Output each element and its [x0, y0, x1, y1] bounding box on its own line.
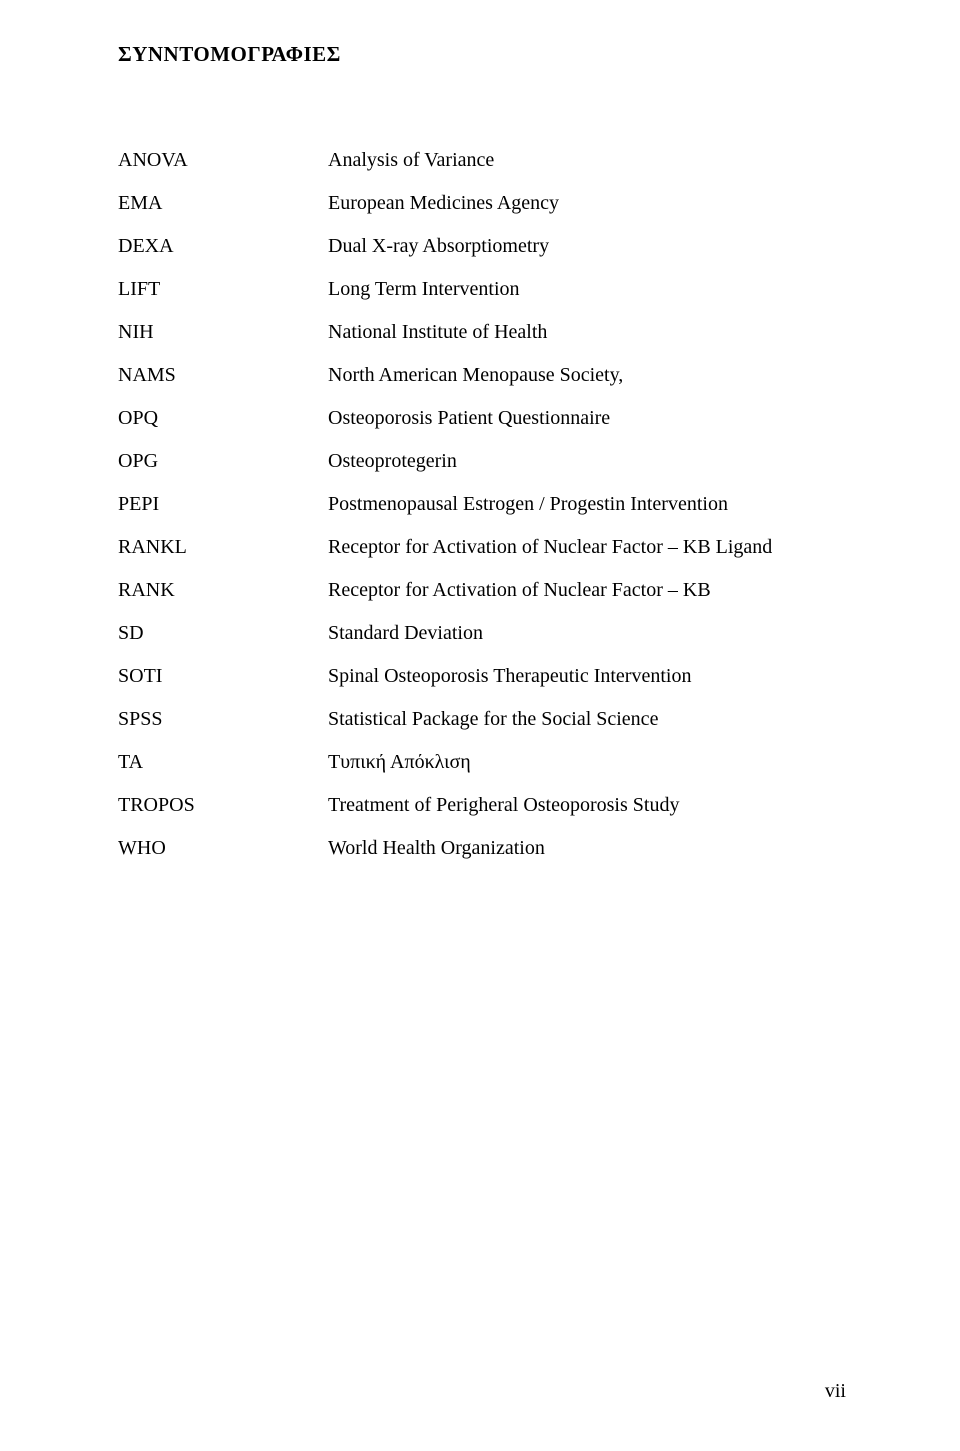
list-item: SPSSStatistical Package for the Social S… — [118, 708, 850, 731]
abbreviation: TROPOS — [118, 794, 328, 817]
list-item: NIHNational Institute of Health — [118, 321, 850, 344]
definition: European Medicines Agency — [328, 192, 559, 215]
definition: Postmenopausal Estrogen / Progestin Inte… — [328, 493, 728, 516]
page-number: vii — [825, 1380, 846, 1403]
list-item: ΤΑΤυπική Απόκλιση — [118, 751, 850, 774]
list-item: TROPOSTreatment of Perigheral Osteoporos… — [118, 794, 850, 817]
abbreviation: RANKL — [118, 536, 328, 559]
abbreviation: SPSS — [118, 708, 328, 731]
definition: North American Menopause Society, — [328, 364, 623, 387]
list-item: RANKLReceptor for Activation of Nuclear … — [118, 536, 850, 559]
list-item: LIFTLong Term Intervention — [118, 278, 850, 301]
list-item: ANOVAAnalysis of Variance — [118, 149, 850, 172]
abbreviation: OPG — [118, 450, 328, 473]
definition: Long Term Intervention — [328, 278, 520, 301]
definition: Receptor for Activation of Nuclear Facto… — [328, 536, 772, 559]
list-item: WHOWorld Health Organization — [118, 837, 850, 860]
abbreviation: NIH — [118, 321, 328, 344]
definition: Spinal Osteoporosis Therapeutic Interven… — [328, 665, 691, 688]
definition: Osteoporosis Patient Questionnaire — [328, 407, 610, 430]
definition: Osteoprotegerin — [328, 450, 457, 473]
definition: Statistical Package for the Social Scien… — [328, 708, 658, 731]
list-item: OPQOsteoporosis Patient Questionnaire — [118, 407, 850, 430]
definition: Dual X-ray Absorptiometry — [328, 235, 549, 258]
definition: Standard Deviation — [328, 622, 483, 645]
abbreviation: RANK — [118, 579, 328, 602]
abbreviation: PEPI — [118, 493, 328, 516]
page-title: ΣΥΝΝΤΟΜΟΓΡΑΦΙΕΣ — [118, 42, 850, 67]
definition: World Health Organization — [328, 837, 545, 860]
abbreviation: ΤΑ — [118, 751, 328, 774]
abbreviations-list: ANOVAAnalysis of VarianceEMAEuropean Med… — [118, 149, 850, 880]
list-item: EMAEuropean Medicines Agency — [118, 192, 850, 215]
definition: Τυπική Απόκλιση — [328, 751, 471, 774]
list-item: SDStandard Deviation — [118, 622, 850, 645]
abbreviation: LIFT — [118, 278, 328, 301]
definition: Receptor for Activation of Nuclear Facto… — [328, 579, 711, 602]
list-item: RANKReceptor for Activation of Nuclear F… — [118, 579, 850, 602]
definition: National Institute of Health — [328, 321, 547, 344]
abbreviation: OPQ — [118, 407, 328, 430]
abbreviation: DEXA — [118, 235, 328, 258]
list-item: PEPIPostmenopausal Estrogen / Progestin … — [118, 493, 850, 516]
list-item: NAMSNorth American Menopause Society, — [118, 364, 850, 387]
list-item: SOTISpinal Osteoporosis Therapeutic Inte… — [118, 665, 850, 688]
list-item: OPGOsteoprotegerin — [118, 450, 850, 473]
abbreviation: NAMS — [118, 364, 328, 387]
abbreviation: WHO — [118, 837, 328, 860]
definition: Treatment of Perigheral Osteoporosis Stu… — [328, 794, 679, 817]
list-item: DEXADual X-ray Absorptiometry — [118, 235, 850, 258]
abbreviation: EMA — [118, 192, 328, 215]
definition: Analysis of Variance — [328, 149, 494, 172]
abbreviation: SD — [118, 622, 328, 645]
abbreviation: SOTI — [118, 665, 328, 688]
abbreviation: ANOVA — [118, 149, 328, 172]
document-page: ΣΥΝΝΤΟΜΟΓΡΑΦΙΕΣ ANOVAAnalysis of Varianc… — [0, 0, 960, 1451]
